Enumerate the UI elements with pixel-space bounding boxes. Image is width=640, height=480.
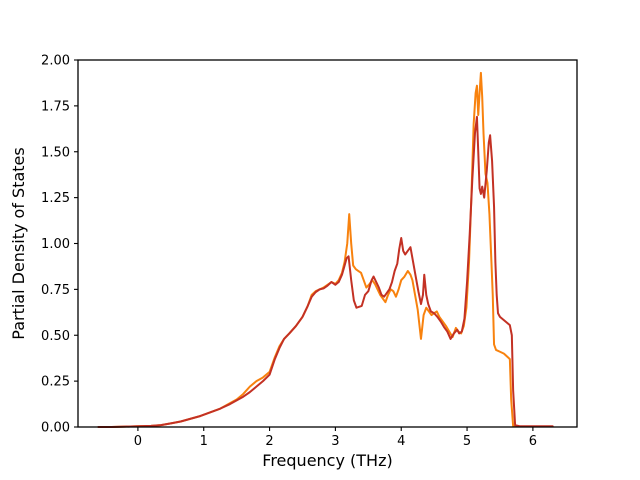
x-tick-label: 4 [397, 434, 405, 449]
x-axis-label: Frequency (THz) [262, 451, 392, 470]
x-tick-label: 3 [331, 434, 339, 449]
y-axis-label: Partial Density of States [9, 147, 28, 339]
line-pdos-orange [97, 71, 554, 428]
y-tick-label: 1.25 [41, 191, 70, 206]
y-tick-label: 0.00 [41, 421, 70, 436]
y-tick-label: 0.75 [41, 283, 70, 298]
x-tick-label: 2 [265, 434, 273, 449]
x-tick-label: 5 [463, 434, 471, 449]
axes-frame [77, 59, 578, 428]
y-tick-label: 1.50 [41, 145, 70, 160]
y-tick-label: 1.75 [41, 99, 70, 114]
x-tick-label: 0 [134, 434, 142, 449]
line-pdos-red [97, 115, 554, 428]
y-tick-label: 1.00 [41, 237, 70, 252]
y-tick-label: 2.00 [41, 54, 70, 69]
x-tick-label: 1 [200, 434, 208, 449]
y-tick-label: 0.25 [41, 375, 70, 390]
y-tick-label: 0.50 [41, 329, 70, 344]
x-tick-label: 6 [529, 434, 537, 449]
